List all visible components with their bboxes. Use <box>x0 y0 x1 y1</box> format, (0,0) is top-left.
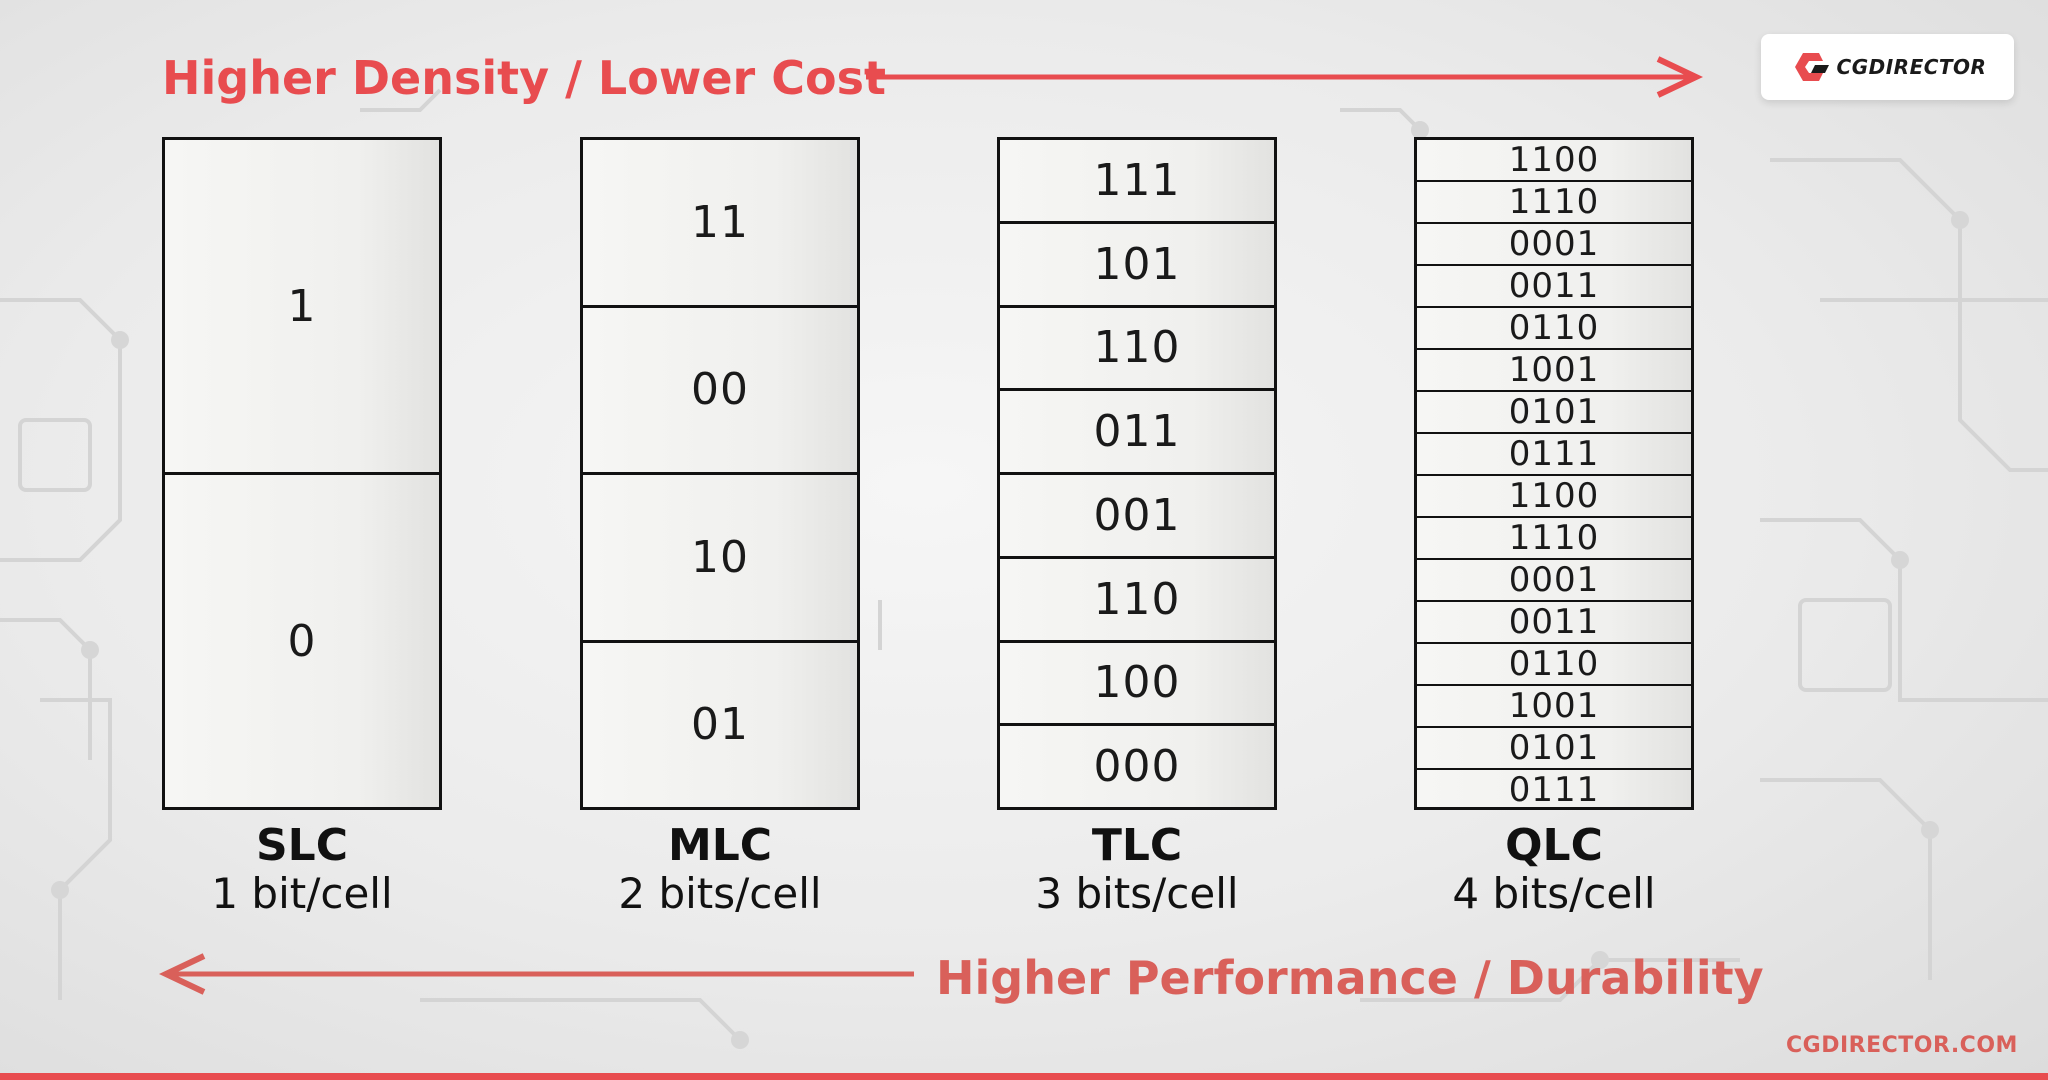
performance-durability-label: Higher Performance / Durability <box>936 951 1764 1005</box>
slc-state: 1 <box>165 140 439 475</box>
mlc-bits: 2 bits/cell <box>618 869 822 919</box>
tlc-state: 011 <box>1000 391 1274 475</box>
tlc-state: 101 <box>1000 224 1274 308</box>
qlc-state: 0001 <box>1417 560 1691 602</box>
mlc-name: MLC <box>667 820 773 871</box>
qlc-state: 0001 <box>1417 224 1691 266</box>
mlc-state: 11 <box>583 140 857 308</box>
cgdirector-logo: CGDIRECTOR <box>1761 34 2014 100</box>
qlc-state: 0111 <box>1508 770 1600 810</box>
slc-caption: SLC 1 bit/cell <box>112 820 492 919</box>
mlc-state: 00 <box>583 308 857 475</box>
qlc-name: QLC <box>1505 820 1603 871</box>
qlc-caption: QLC 4 bits/cell <box>1364 820 1744 919</box>
mlc-state: 01 <box>691 699 749 751</box>
qlc-state: 0110 <box>1417 644 1691 686</box>
qlc-state: 1100 <box>1417 476 1691 518</box>
cgdirector-logo-icon <box>1794 53 1829 81</box>
qlc-state: 1001 <box>1417 350 1691 392</box>
tlc-state: 001 <box>1000 475 1274 559</box>
qlc-state: 0011 <box>1417 602 1691 644</box>
qlc-state: 1100 <box>1417 140 1691 182</box>
site-url: CGDIRECTOR.COM <box>1786 1033 2018 1058</box>
tlc-state: 110 <box>1000 308 1274 392</box>
slc-bits: 1 bit/cell <box>211 869 393 919</box>
tlc-state: 100 <box>1000 643 1274 727</box>
slc-cell-diagram: 1 0 <box>162 137 442 810</box>
logo-text: CGDIRECTOR <box>1836 55 1987 79</box>
tlc-state: 111 <box>1000 140 1274 224</box>
bottom-accent-bar <box>0 1073 2048 1080</box>
qlc-state: 1110 <box>1417 182 1691 224</box>
mlc-caption: MLC 2 bits/cell <box>530 820 910 919</box>
qlc-state: 0101 <box>1417 392 1691 434</box>
mlc-cell-diagram: 11 00 10 01 <box>580 137 860 810</box>
qlc-state: 0110 <box>1417 308 1691 350</box>
tlc-name: TLC <box>1091 820 1183 871</box>
qlc-state: 1001 <box>1417 686 1691 728</box>
left-arrow-icon <box>158 953 914 995</box>
qlc-state: 0111 <box>1417 434 1691 476</box>
density-cost-label: Higher Density / Lower Cost <box>162 51 886 105</box>
qlc-state: 1110 <box>1417 518 1691 560</box>
slc-name: SLC <box>255 820 349 871</box>
qlc-state: 0101 <box>1417 728 1691 770</box>
qlc-bits: 4 bits/cell <box>1452 869 1656 919</box>
right-arrow-icon <box>866 56 1704 98</box>
tlc-state: 110 <box>1000 559 1274 643</box>
qlc-state: 0011 <box>1417 266 1691 308</box>
tlc-caption: TLC 3 bits/cell <box>947 820 1327 919</box>
qlc-cell-diagram: 1100 1110 0001 0011 0110 1001 0101 0111 … <box>1414 137 1694 810</box>
mlc-state: 10 <box>583 475 857 643</box>
slc-state: 0 <box>287 615 317 667</box>
tlc-cell-diagram: 111 101 110 011 001 110 100 000 <box>997 137 1277 810</box>
tlc-bits: 3 bits/cell <box>1035 869 1239 919</box>
tlc-state: 000 <box>1093 741 1181 793</box>
